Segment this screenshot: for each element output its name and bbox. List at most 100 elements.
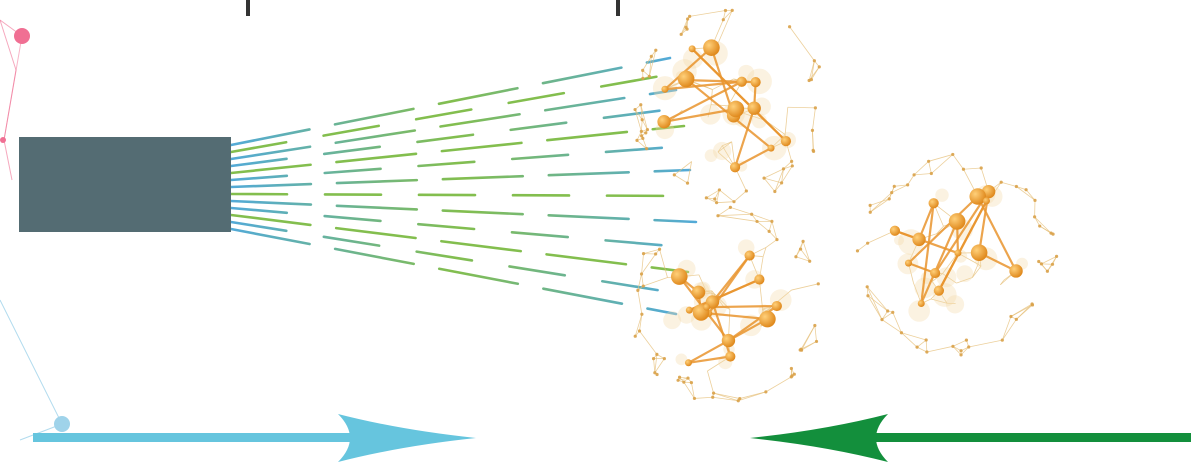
cluster-node-small <box>640 272 643 275</box>
cluster-node-small <box>690 381 693 384</box>
network-edge <box>4 36 22 140</box>
source-block <box>19 137 231 232</box>
cluster-node-small <box>648 75 651 78</box>
cluster-edge <box>642 254 656 274</box>
cluster-node-large <box>657 115 670 128</box>
cluster-node-small <box>893 185 896 188</box>
cluster-node-small <box>866 294 869 297</box>
cluster-edge <box>718 216 757 222</box>
cluster-node-small <box>811 129 814 132</box>
network-node <box>14 28 30 44</box>
beam-line <box>231 201 696 222</box>
cluster-edge <box>764 178 775 191</box>
cluster-node-large <box>661 86 668 93</box>
cluster-edge <box>868 296 882 320</box>
cluster-node-small <box>633 108 636 111</box>
cluster-node-large <box>759 311 776 328</box>
direction-arrows <box>33 414 1191 462</box>
cluster-edge <box>718 207 730 215</box>
cluster-node-large <box>722 334 735 347</box>
cluster-node-small <box>959 353 962 356</box>
cluster-node-small <box>1033 199 1036 202</box>
cluster-node-small <box>634 335 637 338</box>
cluster-node-small <box>715 201 718 204</box>
cluster-node-small <box>951 345 954 348</box>
cluster-node-small <box>688 15 691 18</box>
cluster-edge <box>812 130 813 151</box>
cluster-node-large <box>918 300 925 307</box>
cluster-edge <box>639 331 656 354</box>
cluster-node-small <box>638 329 641 332</box>
beam-line <box>231 108 680 166</box>
tick-mark-right <box>616 0 620 16</box>
cluster-edge <box>785 107 788 134</box>
cluster-node-large <box>890 226 900 236</box>
cluster-node-small <box>790 374 793 377</box>
cluster-node-small <box>890 191 893 194</box>
cluster-node-small <box>655 373 658 376</box>
cluster-node-small <box>1046 270 1049 273</box>
network-edge <box>0 20 16 70</box>
cluster-node-small <box>799 348 802 351</box>
cluster-node-small <box>880 318 883 321</box>
cluster-node-small <box>959 349 962 352</box>
cluster-node-small <box>965 339 968 342</box>
cluster-edge <box>766 240 777 248</box>
cluster-node-small <box>815 340 818 343</box>
cluster-node-small <box>640 313 643 316</box>
beam-line <box>231 222 682 294</box>
cluster-node-small <box>650 55 653 58</box>
cluster-node-small <box>731 9 734 12</box>
cluster-node-large <box>703 304 710 311</box>
cluster-node-small <box>1055 255 1058 258</box>
cluster-node-large <box>737 77 747 87</box>
cluster-node-small <box>654 252 657 255</box>
cluster-node-small <box>745 189 748 192</box>
cluster-edge <box>917 340 926 347</box>
cluster-node-small <box>764 390 767 393</box>
beam-line <box>231 170 690 187</box>
cluster-node-large <box>983 197 990 204</box>
cluster-node-small <box>686 377 689 380</box>
cluster-edge <box>738 392 766 401</box>
cluster-node-large <box>929 198 939 208</box>
cluster-node-small <box>866 242 869 245</box>
cluster-node-small <box>788 25 791 28</box>
cluster-edge <box>812 108 815 130</box>
cluster-node-small <box>818 65 821 68</box>
cluster-node-small <box>886 309 889 312</box>
cluster-node-large <box>747 102 760 115</box>
cluster-node-small <box>646 128 649 131</box>
cluster-node-small <box>686 182 689 185</box>
top-tick-marks <box>246 0 620 16</box>
cluster-bond <box>712 256 749 302</box>
cluster-edge <box>914 161 929 175</box>
cluster-node-small <box>770 220 773 223</box>
cluster-edge <box>803 241 810 261</box>
arrow-head <box>750 414 888 462</box>
cluster-node-small <box>1024 188 1027 191</box>
cluster-node-small <box>801 240 804 243</box>
cluster-node-small <box>738 397 741 400</box>
cluster-edge <box>734 191 746 202</box>
cluster-node-small <box>652 357 655 360</box>
cluster-node-large <box>725 351 735 361</box>
cluster-edge <box>690 10 726 16</box>
cluster-node-large <box>685 359 692 366</box>
beam-line <box>231 215 688 272</box>
cluster-node-small <box>655 353 658 356</box>
cluster-node-large <box>949 213 966 230</box>
cluster-node-small <box>712 392 715 395</box>
cluster-edge <box>775 183 782 192</box>
cluster-node-small <box>762 177 765 180</box>
cluster-node-large <box>934 286 944 296</box>
cluster-edge <box>707 371 713 393</box>
cluster-edge <box>969 340 1003 347</box>
arrow-head <box>338 414 476 462</box>
cluster-node-small <box>636 289 639 292</box>
cluster-node-large <box>754 274 764 284</box>
cluster-node-small <box>711 396 714 399</box>
cluster-node-small <box>980 166 983 169</box>
cluster-edge <box>908 175 914 185</box>
cluster-node-small <box>654 49 657 52</box>
